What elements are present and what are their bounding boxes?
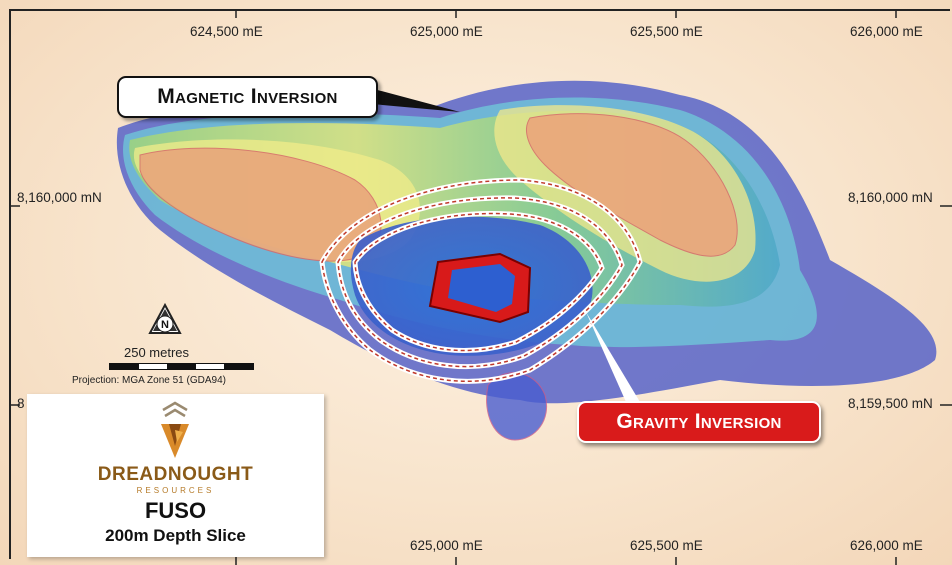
- gravity-inversion-dashes: [321, 179, 641, 383]
- lower-lobe: [486, 372, 547, 441]
- top-ticks: [235, 10, 897, 18]
- coord-left-1: 8,160,000 mN: [17, 190, 102, 205]
- legend-panel: DREADNOUGHT RESOURCES FUSO 200m Depth Sl…: [27, 394, 324, 557]
- gravity-red-body-inner: [448, 264, 515, 312]
- magnetic-callout-pointer: [370, 88, 460, 112]
- magnetic-inversion-callout: Magnetic Inversion: [117, 76, 378, 118]
- north-arrow-icon: N: [148, 302, 182, 342]
- scale-bar: [109, 363, 254, 370]
- magnetic-high-right: [526, 113, 738, 257]
- project-title: FUSO: [144, 498, 207, 523]
- gravity-inversion-callout: Gravity Inversion: [577, 401, 821, 443]
- coord-top-2: 625,000 mE: [410, 24, 483, 39]
- gravity-callout-pointer: [586, 312, 640, 402]
- coord-top-3: 625,500 mE: [630, 24, 703, 39]
- coord-bottom-3: 626,000 mE: [850, 538, 923, 553]
- svg-text:N: N: [161, 319, 169, 331]
- side-ticks: [10, 205, 952, 406]
- dreadnought-logo-icon: [157, 400, 193, 467]
- coord-left-2: 8: [17, 396, 25, 411]
- brand-subtitle: RESOURCES: [136, 486, 215, 495]
- coord-bottom-2: 625,500 mE: [630, 538, 703, 553]
- bottom-ticks: [235, 557, 897, 565]
- brand-name: DREADNOUGHT: [97, 464, 254, 485]
- depth-slice-label: 200m Depth Slice: [105, 526, 246, 545]
- coord-right-2: 8,159,500 mN: [848, 396, 933, 411]
- coord-right-1: 8,160,000 mN: [848, 190, 933, 205]
- coord-top-1: 624,500 mE: [190, 24, 263, 39]
- coord-top-4: 626,000 mE: [850, 24, 923, 39]
- scale-label: 250 metres: [124, 345, 190, 360]
- coord-bottom-1: 625,000 mE: [410, 538, 483, 553]
- projection-note: Projection: MGA Zone 51 (GDA94): [72, 375, 226, 386]
